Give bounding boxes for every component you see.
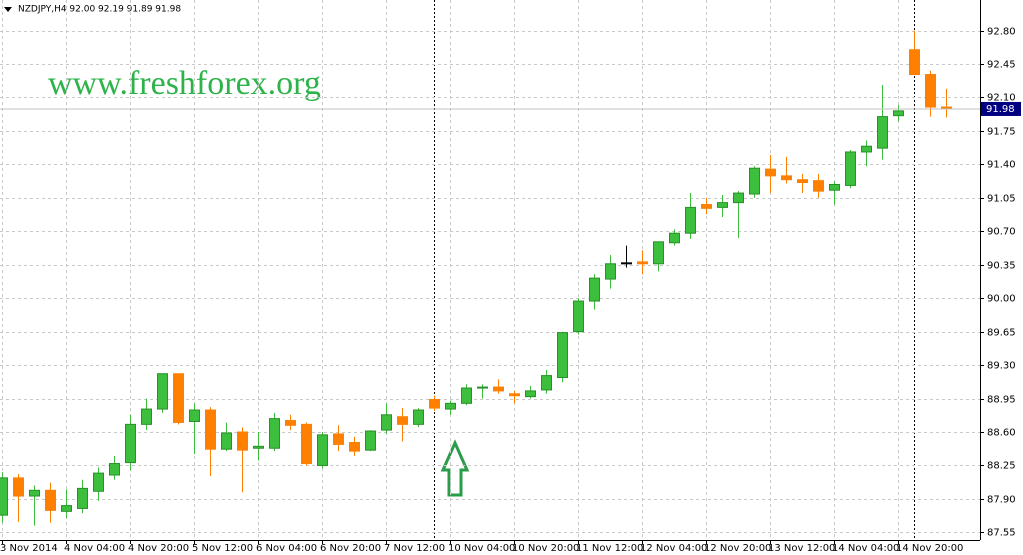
candle-body	[861, 145, 872, 153]
candle-body	[317, 434, 328, 466]
candle-body	[93, 472, 104, 492]
candle-body	[109, 463, 120, 476]
x-tick-label: 5 Nov 12:00	[192, 543, 253, 554]
y-tick-label: 87.55	[987, 528, 1016, 539]
candle-body	[509, 393, 520, 397]
x-tick-label: 7 Nov 12:00	[384, 543, 445, 554]
candle-body	[605, 263, 616, 280]
candle-body	[845, 151, 856, 186]
watermark: www.freshforex.org	[48, 65, 321, 102]
candle-body	[445, 402, 456, 410]
candle-body	[157, 373, 168, 410]
candle-body	[813, 180, 824, 192]
candle-body	[877, 116, 888, 149]
x-tick-label: 12 Nov 04:00	[640, 543, 707, 554]
candle-body	[29, 489, 40, 497]
candle-body	[429, 399, 440, 409]
candle-body	[0, 477, 8, 516]
x-tick-label: 14 Nov 04:00	[832, 543, 899, 554]
x-tick-label: 3 Nov 2014	[0, 543, 58, 554]
y-tick-label: 90.35	[987, 261, 1016, 272]
y-tick-label: 91.40	[987, 160, 1016, 171]
candle-body	[653, 241, 664, 265]
up-arrow	[440, 439, 470, 497]
candle-body	[141, 408, 152, 425]
candle-body	[765, 168, 776, 177]
y-tick-label: 92.80	[987, 27, 1016, 38]
y-tick-label: 89.30	[987, 361, 1016, 372]
candle-body	[253, 445, 264, 449]
candle-body	[621, 262, 632, 265]
candle-body	[349, 442, 360, 452]
candle-body	[397, 416, 408, 425]
candle-body	[205, 409, 216, 450]
x-tick-label: 11 Nov 12:00	[576, 543, 643, 554]
candle-body	[173, 373, 184, 423]
candle-body	[557, 332, 568, 379]
last-price-box	[981, 101, 1021, 116]
candle-body	[269, 418, 280, 449]
candle-body	[829, 183, 840, 191]
y-tick-label: 92.45	[987, 60, 1016, 71]
y-tick-label: 90.00	[987, 294, 1016, 305]
candle-body	[125, 423, 136, 464]
candle-body	[589, 277, 600, 302]
candle-body	[925, 74, 936, 108]
candle-body	[365, 430, 376, 451]
candle-body	[45, 489, 56, 511]
candle-body	[797, 179, 808, 184]
candle-body	[413, 409, 424, 425]
candle-body	[717, 202, 728, 208]
x-tick-label: 12 Nov 20:00	[704, 543, 771, 554]
candle-body	[221, 432, 232, 450]
candle-body	[685, 206, 696, 234]
x-tick-label: 14 Nov 20:00	[896, 543, 963, 554]
x-tick-label: 6 Nov 04:00	[256, 543, 317, 554]
candle-body	[541, 375, 552, 391]
candle-body	[333, 433, 344, 445]
candle-body	[669, 232, 680, 244]
y-tick-label: 88.95	[987, 395, 1016, 406]
x-tick-label: 10 Nov 04:00	[448, 543, 515, 554]
x-tick-label: 4 Nov 04:00	[64, 543, 125, 554]
y-tick-label: 88.60	[987, 428, 1016, 439]
candle-body	[237, 431, 248, 451]
x-tick-label: 6 Nov 20:00	[320, 543, 381, 554]
candle-body	[781, 175, 792, 181]
candle-body	[461, 387, 472, 404]
last-price-label: 91.98	[986, 104, 1015, 115]
candle-body	[61, 505, 72, 512]
y-tick-label: 87.90	[987, 495, 1016, 506]
x-tick-label: 4 Nov 20:00	[128, 543, 189, 554]
candle-body	[749, 167, 760, 195]
chart-header: NZDJPY,H4 92.00 92.19 91.89 91.98	[18, 5, 181, 15]
candle-body	[893, 110, 904, 117]
candle-body	[733, 192, 744, 204]
candle-body	[477, 386, 488, 389]
candle-body	[13, 477, 24, 497]
candle-body	[189, 409, 200, 422]
y-tick-label: 90.70	[987, 227, 1016, 238]
candle-body	[525, 390, 536, 398]
candle-body	[493, 386, 504, 392]
candle-body	[301, 423, 312, 465]
y-tick-label: 88.25	[987, 461, 1016, 472]
x-tick-label: 10 Nov 20:00	[512, 543, 579, 554]
x-tick-label: 13 Nov 12:00	[768, 543, 835, 554]
y-tick-label: 91.05	[987, 194, 1016, 205]
candle-body	[573, 300, 584, 333]
y-tick-label: 89.65	[987, 328, 1016, 339]
candle-body	[285, 420, 296, 426]
y-tick-label: 91.75	[987, 127, 1016, 138]
candle-body	[909, 49, 920, 76]
candle-body	[381, 414, 392, 431]
candle-body	[701, 204, 712, 209]
candle-body	[77, 487, 88, 509]
menu-triangle[interactable]	[4, 7, 12, 12]
candle-body	[637, 261, 648, 265]
y-tick-label: 92.10	[987, 93, 1016, 104]
